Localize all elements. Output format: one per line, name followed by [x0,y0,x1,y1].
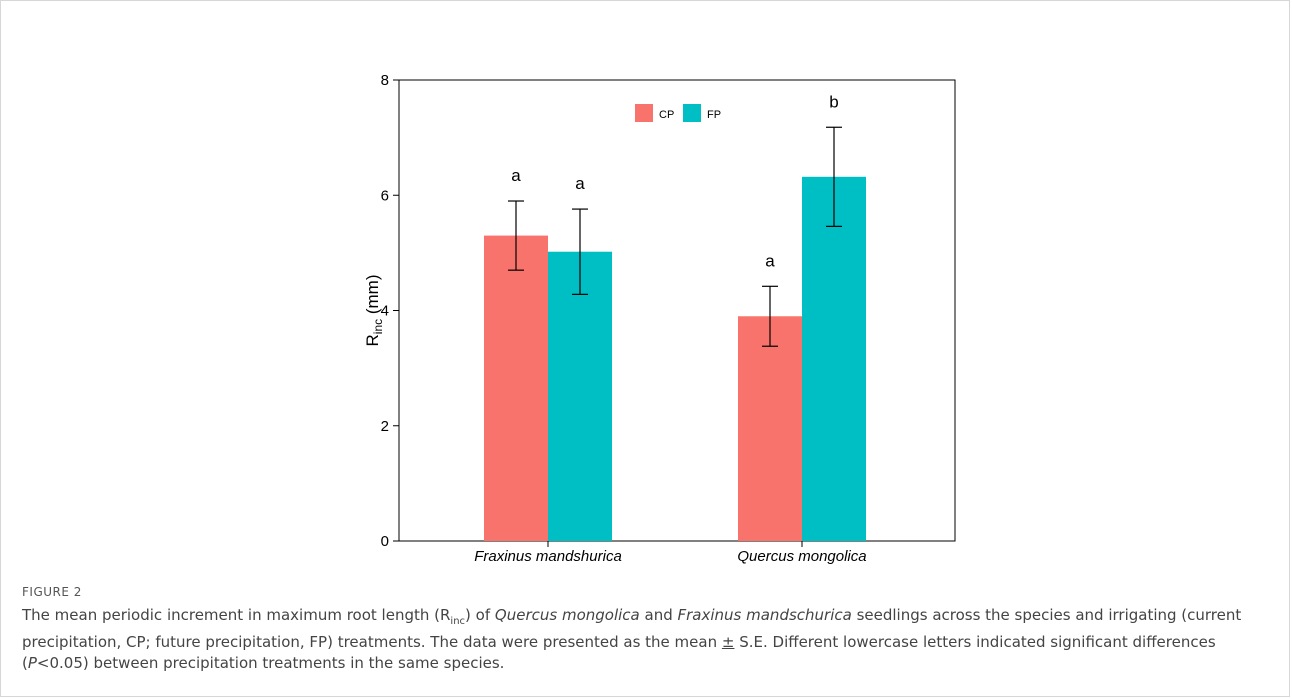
caption-part: ± [721,633,735,651]
y-tick-label: 8 [381,72,389,89]
legend-label: FP [707,109,721,121]
legend-label: CP [659,109,674,121]
bar-fp [802,176,866,541]
significance-letter: a [765,251,775,270]
caption-part: inc [450,616,466,627]
figure-label: FIGURE 2 [22,585,82,599]
x-tick-label: Fraxinus mandshurica [474,548,622,565]
y-axis-label-unit: (mm) [363,275,382,319]
significance-letter: b [829,92,838,111]
caption-part: P [27,654,37,672]
bar-cp [738,316,802,541]
y-tick-label: 0 [381,533,389,550]
legend-swatch-cp [635,104,653,122]
caption-part: S.E. Different lowercase letters indicat… [22,633,1216,672]
y-tick-label: 4 [381,303,389,320]
y-tick-label: 2 [381,418,389,435]
caption-part: The mean periodic increment in maximum r… [22,606,451,624]
legend-swatch-fp [683,104,701,122]
caption-text: The mean periodic increment in maximum r… [22,605,1272,674]
bar-cp [484,235,548,541]
caption-part: Fraxinus mandschurica [677,606,852,624]
bar-fp [548,251,612,541]
y-axis-label-sub: inc [371,319,385,334]
x-tick-label: Quercus mongolica [737,548,866,565]
significance-letter: a [511,166,521,185]
y-axis-label: Rinc (mm) [363,275,385,347]
bar-chart: 0 2 4 6 8 Rinc (mm) Fraxinus mandshurica a a Quer… [363,72,956,565]
significance-letter: a [575,174,585,193]
caption-part: and [639,606,678,624]
y-axis-label-main: R [363,334,382,346]
figure-caption: FIGURE 2 The mean periodic increment in … [22,585,1272,674]
plot-frame [398,79,956,542]
caption-part: ) of [465,606,495,624]
caption-part: Quercus mongolica [494,606,640,624]
caption-part: seedlings across the species and irrigat… [22,606,1242,651]
caption-part: <0.05) between precipitation treatments … [36,654,505,672]
y-tick-label: 6 [381,187,389,204]
